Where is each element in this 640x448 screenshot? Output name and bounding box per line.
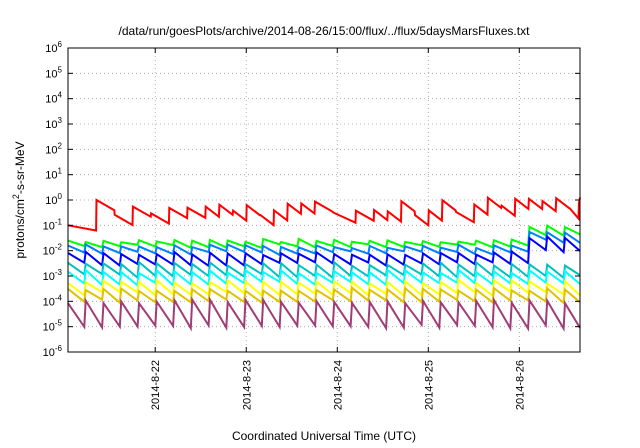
y-axis-ticks: 10-6 10-5 10-4 10-3 10-2 10-1 100 101 102 103 104 1… bbox=[43, 40, 580, 359]
y-tick-label: 106 bbox=[45, 40, 62, 55]
y-tick-label: 103 bbox=[45, 116, 62, 131]
x-tick-label: 2014-8-23 bbox=[241, 360, 253, 410]
x-tick-label: 2014-8-22 bbox=[150, 360, 162, 410]
y-tick-label: 10-1 bbox=[43, 217, 63, 232]
series-line bbox=[67, 223, 581, 250]
x-axis-label: Coordinated Universal Time (UTC) bbox=[232, 429, 416, 443]
y-tick-label: 10-4 bbox=[43, 293, 63, 308]
series-group bbox=[67, 195, 581, 332]
y-tick-label: 105 bbox=[45, 65, 62, 80]
chart-title: /data/run/goesPlots/archive/2014-08-26/1… bbox=[119, 24, 531, 38]
y-tick-label: 100 bbox=[45, 192, 62, 207]
series-line bbox=[67, 285, 581, 306]
x-tick-label: 2014-8-25 bbox=[423, 360, 435, 410]
series-line bbox=[67, 230, 581, 257]
y-tick-label: 10-5 bbox=[43, 319, 63, 334]
series-line bbox=[67, 278, 581, 298]
series-line bbox=[67, 267, 581, 288]
y-axis-label: protons/cm2-s-sr-MeV bbox=[11, 141, 27, 258]
series-line bbox=[67, 296, 581, 332]
y-tick-label: 104 bbox=[45, 91, 62, 106]
series-line bbox=[67, 234, 581, 268]
x-tick-label: 2014-8-24 bbox=[332, 360, 344, 410]
y-tick-label: 10-6 bbox=[43, 344, 63, 359]
y-tick-label: 102 bbox=[45, 141, 62, 156]
y-tick-label: 10-2 bbox=[43, 243, 63, 258]
x-axis-ticks: 2014-8-22 2014-8-23 2014-8-24 2014-8-25 2014… bbox=[150, 48, 526, 410]
y-tick-label: 101 bbox=[45, 167, 62, 182]
y-tick-label: 10-3 bbox=[43, 268, 63, 283]
x-tick-label: 2014-8-26 bbox=[514, 360, 526, 410]
series-line-red bbox=[67, 195, 581, 232]
grid bbox=[68, 48, 580, 352]
